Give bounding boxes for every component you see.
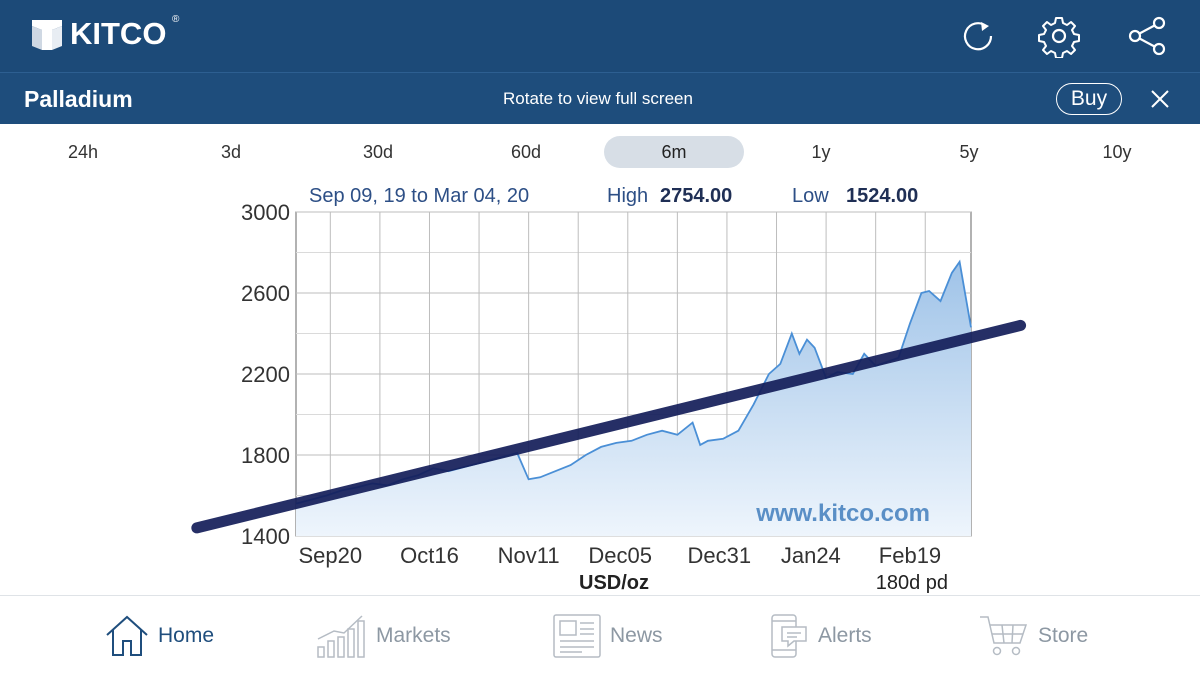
low-value: 1524.00 [846, 185, 918, 207]
high-label: High [607, 185, 648, 207]
tab-1y[interactable]: 1y [811, 142, 831, 162]
tab-10y[interactable]: 10y [1102, 142, 1132, 162]
y-tick-label: 2600 [241, 281, 290, 306]
x-tick-label: Dec31 [688, 543, 752, 568]
y-tick-label: 3000 [241, 200, 290, 225]
home-icon [106, 615, 148, 656]
registered-mark: ® [172, 14, 180, 25]
chart-svg: 3000 2600 2200 1800 1400 Sep20 Oct16 Nov11 Dec0… [191, 185, 1027, 594]
refresh-icon[interactable] [956, 14, 1000, 58]
rotate-hint: Rotate to view full screen [503, 89, 693, 108]
period-label: 180d pd [876, 572, 948, 594]
range-tabs: 24h 3d 30d 60d 6m 1y 5y 10y [0, 136, 1200, 170]
tab-3d[interactable]: 3d [220, 142, 242, 162]
nav-alerts[interactable]: Alerts [768, 612, 872, 660]
x-tick-label: Oct16 [400, 543, 459, 568]
tab-5y[interactable]: 5y [959, 142, 979, 162]
watermark: www.kitco.com [755, 500, 930, 527]
nav-markets-label: Markets [376, 624, 451, 647]
nav-home-label: Home [158, 624, 215, 647]
buy-button[interactable]: Buy [1056, 83, 1122, 115]
x-tick-label: Sep20 [299, 543, 363, 568]
nav-home[interactable]: Home [104, 612, 214, 660]
kitco-logo-icon [32, 20, 62, 50]
y-tick-label: 1800 [241, 443, 290, 468]
high-value: 2754.00 [660, 185, 732, 207]
y-tick-label: 2200 [241, 362, 290, 387]
low-label: Low [792, 185, 829, 207]
y-tick-label: 1400 [241, 524, 290, 549]
news-icon [553, 614, 601, 658]
tab-30d[interactable]: 30d [362, 142, 394, 162]
nav-news[interactable]: News [552, 612, 663, 660]
tab-24h[interactable]: 24h [67, 142, 99, 162]
nav-alerts-label: Alerts [818, 624, 872, 647]
markets-icon [317, 615, 365, 658]
x-tick-label: Nov11 [498, 543, 560, 568]
tab-60d[interactable]: 60d [510, 142, 542, 162]
trend-overlay-line [191, 319, 1027, 534]
nav-store[interactable]: Store [978, 612, 1088, 660]
x-tick-label: Feb19 [879, 543, 941, 568]
share-icon[interactable] [1125, 14, 1169, 58]
tab-6m[interactable]: 6m [604, 136, 744, 168]
x-tick-label: Dec05 [588, 543, 652, 568]
price-chart[interactable]: 3000 2600 2200 1800 1400 Sep20 Oct16 Nov11 Dec0… [0, 176, 1200, 596]
logo-text: KITCO [70, 16, 167, 51]
x-axis-label: USD/oz [579, 572, 649, 594]
bottom-nav: Home Markets News [0, 595, 1200, 675]
close-icon[interactable] [1148, 87, 1172, 111]
alerts-icon [771, 614, 807, 658]
top-bar: KITCO ® [0, 0, 1200, 72]
sub-bar: Palladium Rotate to view full screen Buy [0, 72, 1200, 124]
x-tick-label: Jan24 [781, 543, 841, 568]
nav-news-label: News [610, 624, 663, 647]
cart-icon [980, 616, 1028, 656]
nav-markets[interactable]: Markets [316, 612, 451, 660]
kitco-logo[interactable]: KITCO ® [30, 14, 179, 54]
nav-store-label: Store [1038, 624, 1089, 647]
date-range: Sep 09, 19 to Mar 04, 20 [309, 185, 529, 207]
gear-icon[interactable] [1037, 14, 1081, 58]
page-title: Palladium [24, 86, 133, 112]
